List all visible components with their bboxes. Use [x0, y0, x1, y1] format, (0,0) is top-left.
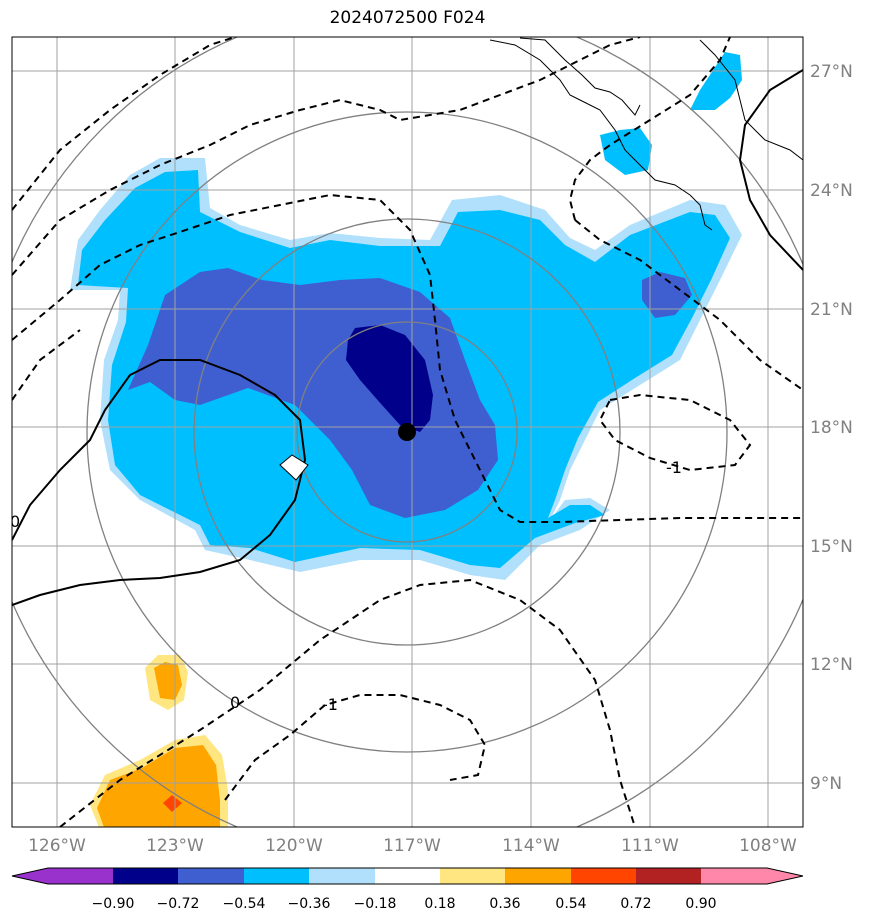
colorbar-tick-label: −0.36 [288, 896, 331, 912]
colorbar-tick-label: −0.54 [223, 896, 266, 912]
contour-label-minus1-east: -1 [666, 458, 682, 477]
storm-center-marker [398, 423, 416, 441]
lon-label: 126°W [28, 836, 86, 856]
colorbar-segment [505, 868, 571, 884]
lon-label: 117°W [383, 836, 441, 856]
lat-label: 18°N [810, 418, 853, 438]
colorbar-segment [309, 868, 375, 884]
lat-label: 24°N [810, 181, 853, 201]
coastline [490, 38, 803, 230]
colorbar-tick-label: 0.18 [424, 896, 455, 912]
map-panel: 0 -1 0 -1 [0, 2, 837, 862]
colorbar: −0.90 −0.72 −0.54 −0.36 −0.18 0.18 0.36 … [12, 868, 803, 912]
colorbar-extend-right [767, 868, 803, 884]
colorbar-segment [48, 868, 113, 884]
lon-label: 111°W [621, 836, 679, 856]
lon-labels: 126°W 123°W 120°W 117°W 114°W 111°W 108°… [28, 836, 797, 856]
shade-cyan-ne-1 [690, 52, 742, 110]
colorbar-segment [701, 868, 767, 884]
lat-labels: 27°N 24°N 21°N 18°N 15°N 12°N 9°N [810, 62, 853, 794]
contour-label-zero-south: 0 [230, 693, 240, 712]
colorbar-tick-label: 0.72 [620, 896, 651, 912]
lat-label: 12°N [810, 655, 853, 675]
lat-label: 21°N [810, 300, 853, 320]
colorbar-segment [244, 868, 309, 884]
lat-label: 15°N [810, 537, 853, 557]
colorbar-tick-label: −0.18 [354, 896, 397, 912]
colorbar-tick-label: 0.54 [555, 896, 586, 912]
colorbar-extend-left [12, 868, 48, 884]
contour-zero-east [740, 70, 803, 270]
lon-label: 114°W [502, 836, 560, 856]
lat-label: 9°N [810, 774, 842, 794]
colorbar-segment [440, 868, 505, 884]
colorbar-segment [113, 868, 178, 884]
lon-label: 120°W [265, 836, 323, 856]
colorbar-segment [375, 868, 440, 884]
colorbar-segment [178, 868, 244, 884]
colorbar-segment [571, 868, 636, 884]
lon-label: 123°W [146, 836, 204, 856]
lon-label: 108°W [739, 836, 797, 856]
contour-label-minus1-south: -1 [322, 695, 338, 714]
colorbar-segment [636, 868, 701, 884]
colorbar-tick-label: −0.90 [92, 896, 135, 912]
lat-label: 27°N [810, 62, 853, 82]
colorbar-tick-label: 0.36 [489, 896, 520, 912]
colorbar-tick-label: −0.72 [157, 896, 200, 912]
colorbar-tick-label: 0.90 [685, 896, 716, 912]
